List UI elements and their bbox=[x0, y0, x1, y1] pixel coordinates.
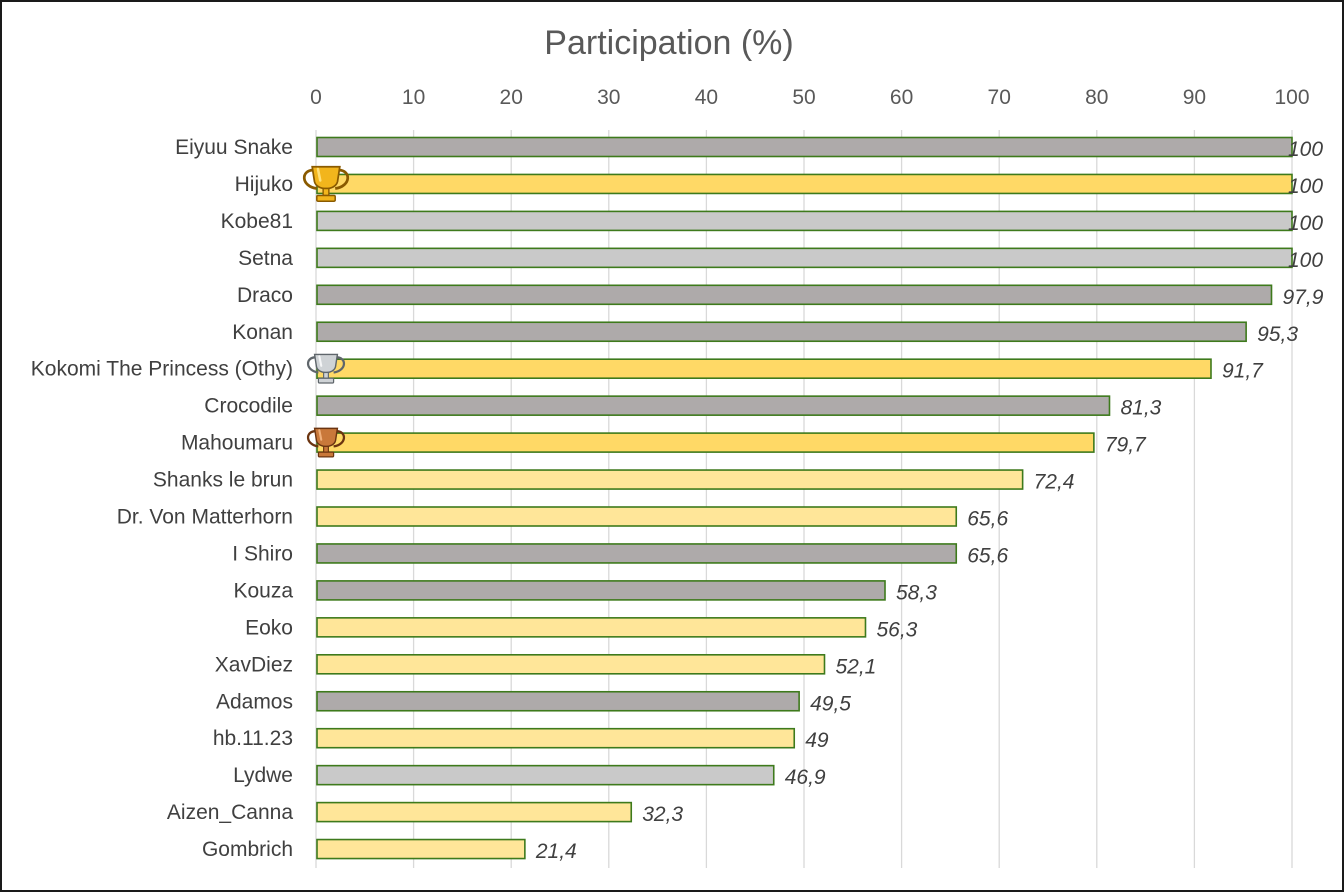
bars bbox=[316, 136, 1293, 860]
x-axis-ticks: 0 10 20 30 40 50 60 70 80 90 100 bbox=[310, 86, 1309, 109]
category-labels: Eiyuu Snake Hijuko Kobe81 Setna Draco Konan Ko… bbox=[31, 136, 294, 861]
bar bbox=[316, 210, 1293, 232]
x-tick-label: 50 bbox=[792, 86, 815, 109]
bar bbox=[316, 617, 867, 638]
category-label: Draco bbox=[237, 284, 293, 307]
value-label: 52,1 bbox=[835, 655, 876, 678]
category-label: Gombrich bbox=[202, 838, 293, 861]
bar bbox=[316, 506, 958, 527]
bar bbox=[316, 727, 796, 749]
value-label: 49 bbox=[805, 729, 829, 752]
category-label: Mahoumaru bbox=[181, 432, 293, 455]
category-label: Konan bbox=[232, 321, 293, 344]
bar bbox=[316, 395, 1111, 416]
silver-trophy-icon bbox=[306, 353, 346, 384]
bar bbox=[316, 543, 958, 564]
chart-title: Participation (%) bbox=[544, 24, 793, 62]
category-label: hb.11.23 bbox=[213, 727, 293, 750]
bar bbox=[316, 358, 1212, 380]
bronze-trophy-icon bbox=[306, 427, 346, 458]
value-label: 95,3 bbox=[1257, 323, 1298, 346]
x-tick-label: 100 bbox=[1274, 86, 1309, 109]
gold-trophy-icon bbox=[302, 165, 350, 202]
value-label: 100 bbox=[1288, 212, 1323, 235]
value-labels: 100 100 100 100 97,9 95,3 91,7 81,3 79,7 72,4 65,6… bbox=[535, 138, 1324, 863]
x-tick-label: 90 bbox=[1183, 86, 1206, 109]
value-label: 100 bbox=[1288, 175, 1323, 198]
value-label: 100 bbox=[1288, 138, 1323, 161]
trophies bbox=[302, 165, 350, 458]
category-label: Lydwe bbox=[233, 764, 293, 787]
category-label: Eoko bbox=[245, 616, 293, 639]
bar bbox=[316, 653, 826, 675]
value-label: 97,9 bbox=[1283, 286, 1324, 309]
category-label: Kouza bbox=[233, 579, 293, 602]
x-tick-label: 70 bbox=[988, 86, 1011, 109]
value-label: 100 bbox=[1288, 249, 1323, 272]
category-label: Dr. Von Matterhorn bbox=[117, 506, 293, 529]
bar bbox=[316, 321, 1247, 343]
bar bbox=[316, 801, 633, 823]
value-label: 91,7 bbox=[1222, 360, 1264, 383]
value-label: 32,3 bbox=[642, 803, 683, 826]
x-tick-label: 0 bbox=[310, 86, 322, 109]
category-label: XavDiez bbox=[215, 653, 293, 676]
category-label: Kobe81 bbox=[221, 210, 293, 233]
x-tick-label: 80 bbox=[1085, 86, 1108, 109]
value-label: 58,3 bbox=[896, 581, 937, 604]
value-label: 21,4 bbox=[535, 840, 577, 863]
category-label: Crocodile bbox=[204, 395, 293, 418]
x-tick-label: 20 bbox=[500, 86, 523, 109]
bar bbox=[316, 838, 526, 860]
category-label: Adamos bbox=[216, 690, 293, 713]
bar bbox=[316, 173, 1293, 195]
gridlines bbox=[315, 130, 1293, 868]
x-tick-label: 30 bbox=[597, 86, 620, 109]
bar bbox=[316, 764, 775, 786]
category-label: Hijuko bbox=[235, 173, 293, 196]
bar bbox=[316, 580, 886, 601]
category-label: Setna bbox=[238, 247, 293, 270]
bar bbox=[316, 247, 1293, 269]
bar bbox=[316, 136, 1293, 158]
bar bbox=[316, 432, 1095, 453]
bar bbox=[316, 469, 1024, 490]
category-label: Shanks le brun bbox=[153, 469, 293, 492]
bar bbox=[316, 284, 1273, 306]
category-label: Eiyuu Snake bbox=[175, 136, 293, 159]
value-label: 65,6 bbox=[967, 508, 1008, 531]
value-label: 65,6 bbox=[967, 544, 1008, 567]
value-label: 81,3 bbox=[1120, 397, 1161, 420]
value-label: 49,5 bbox=[810, 692, 851, 715]
category-label: I Shiro bbox=[232, 542, 293, 565]
x-tick-label: 60 bbox=[890, 86, 913, 109]
value-label: 72,4 bbox=[1034, 471, 1075, 494]
value-label: 46,9 bbox=[785, 766, 826, 789]
value-label: 79,7 bbox=[1105, 434, 1147, 457]
x-tick-label: 40 bbox=[695, 86, 718, 109]
value-label: 56,3 bbox=[876, 618, 917, 641]
x-tick-label: 10 bbox=[402, 86, 425, 109]
bar bbox=[316, 690, 800, 712]
category-label: Kokomi The Princess (Othy) bbox=[31, 358, 293, 381]
category-label: Aizen_Canna bbox=[167, 801, 293, 824]
